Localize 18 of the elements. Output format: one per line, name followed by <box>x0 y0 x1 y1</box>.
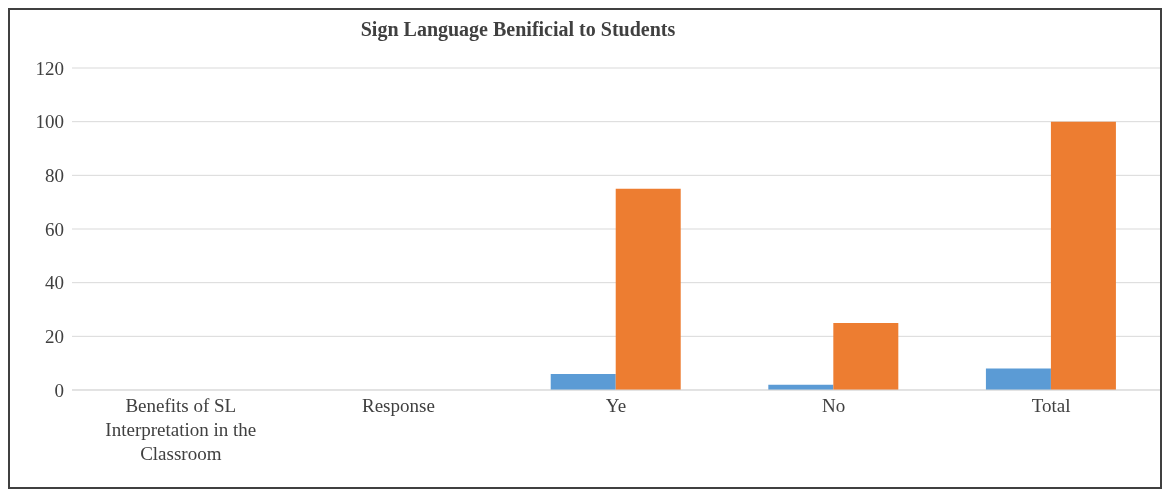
y-tick-label: 0 <box>54 379 64 401</box>
bar <box>615 188 681 390</box>
x-tick-label: Benefits of SL Interpretation in the Classroom <box>105 395 257 464</box>
y-tick-label: 60 <box>45 218 64 240</box>
x-tick-label: No <box>821 395 846 416</box>
bar <box>833 322 899 390</box>
bar <box>1050 121 1116 390</box>
y-tick-label: 80 <box>45 165 64 187</box>
y-tick-label: 40 <box>45 272 64 294</box>
x-tick-label: Total <box>1031 395 1071 416</box>
y-tick-label: 120 <box>35 57 64 79</box>
bar <box>550 373 616 390</box>
y-tick-label: 20 <box>45 326 64 348</box>
chart-title: Sign Language Benificial to Students <box>359 18 677 41</box>
x-tick-label: Ye <box>605 395 627 416</box>
bar <box>985 368 1051 390</box>
x-tick-label: Response <box>361 395 435 416</box>
y-tick-label: 100 <box>35 111 64 133</box>
